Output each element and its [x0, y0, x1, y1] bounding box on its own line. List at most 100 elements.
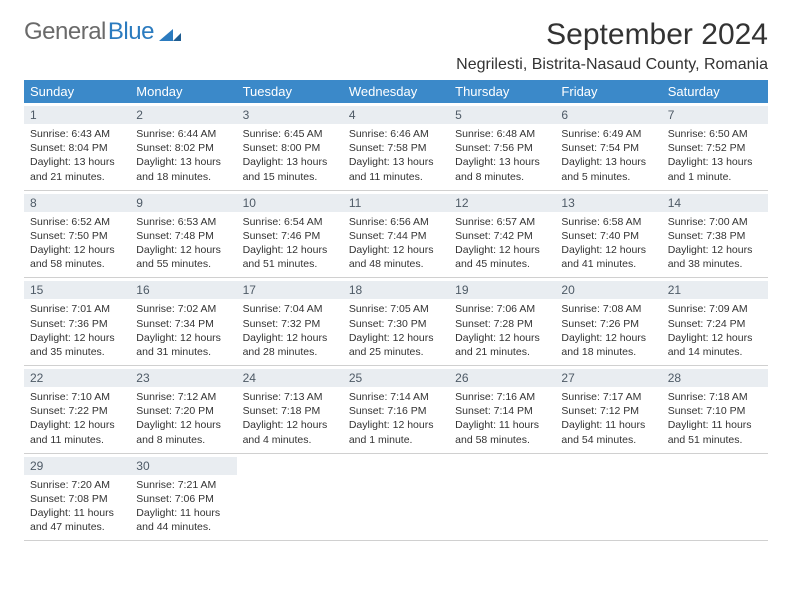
- day-info-line: Daylight: 13 hours: [30, 155, 124, 169]
- day-cell: 25Sunrise: 7:14 AMSunset: 7:16 PMDayligh…: [343, 366, 449, 453]
- day-info-line: and 47 minutes.: [30, 520, 124, 534]
- day-number: 4: [343, 106, 449, 124]
- day-info-line: Daylight: 12 hours: [561, 243, 655, 257]
- empty-day-cell: [662, 454, 768, 541]
- day-cell: 18Sunrise: 7:05 AMSunset: 7:30 PMDayligh…: [343, 278, 449, 365]
- day-cell: 12Sunrise: 6:57 AMSunset: 7:42 PMDayligh…: [449, 191, 555, 278]
- day-info-line: Daylight: 13 hours: [243, 155, 337, 169]
- day-number: 30: [130, 457, 236, 475]
- day-number: 8: [24, 194, 130, 212]
- day-info-line: and 41 minutes.: [561, 257, 655, 271]
- day-info-line: Daylight: 11 hours: [30, 506, 124, 520]
- day-info-line: Sunset: 8:00 PM: [243, 141, 337, 155]
- day-info-line: Sunset: 7:20 PM: [136, 404, 230, 418]
- location-text: Negrilesti, Bistrita-Nasaud County, Roma…: [24, 56, 768, 74]
- calendar: Sunday Monday Tuesday Wednesday Thursday…: [24, 80, 768, 541]
- day-info-line: Sunrise: 6:48 AM: [455, 127, 549, 141]
- weekday-label: Sunday: [24, 80, 130, 103]
- day-info-line: Sunrise: 7:01 AM: [30, 302, 124, 316]
- day-number: 26: [449, 369, 555, 387]
- day-info-line: and 11 minutes.: [30, 433, 124, 447]
- day-info-line: Sunset: 7:54 PM: [561, 141, 655, 155]
- day-info-line: Sunrise: 7:17 AM: [561, 390, 655, 404]
- day-info-line: and 31 minutes.: [136, 345, 230, 359]
- day-cell: 30Sunrise: 7:21 AMSunset: 7:06 PMDayligh…: [130, 454, 236, 541]
- day-info-line: Sunset: 7:48 PM: [136, 229, 230, 243]
- day-info-line: Daylight: 12 hours: [30, 418, 124, 432]
- day-info-line: Daylight: 12 hours: [455, 243, 549, 257]
- week-row: 15Sunrise: 7:01 AMSunset: 7:36 PMDayligh…: [24, 278, 768, 366]
- day-info-line: Daylight: 12 hours: [668, 243, 762, 257]
- day-number: 13: [555, 194, 661, 212]
- day-info-line: and 48 minutes.: [349, 257, 443, 271]
- empty-day-cell: [555, 454, 661, 541]
- day-number: 2: [130, 106, 236, 124]
- week-row: 8Sunrise: 6:52 AMSunset: 7:50 PMDaylight…: [24, 191, 768, 279]
- day-info-line: Sunset: 7:34 PM: [136, 317, 230, 331]
- day-cell: 13Sunrise: 6:58 AMSunset: 7:40 PMDayligh…: [555, 191, 661, 278]
- day-info-line: and 21 minutes.: [30, 170, 124, 184]
- day-info-line: Sunrise: 6:54 AM: [243, 215, 337, 229]
- day-info-line: Sunset: 7:14 PM: [455, 404, 549, 418]
- day-number: 19: [449, 281, 555, 299]
- day-info-line: Sunset: 7:16 PM: [349, 404, 443, 418]
- day-info-line: Daylight: 12 hours: [243, 243, 337, 257]
- day-info-line: Sunrise: 7:09 AM: [668, 302, 762, 316]
- day-info-line: Sunrise: 7:04 AM: [243, 302, 337, 316]
- day-info-line: Sunset: 7:56 PM: [455, 141, 549, 155]
- day-info-line: Daylight: 11 hours: [136, 506, 230, 520]
- day-info-line: and 11 minutes.: [349, 170, 443, 184]
- day-info-line: Daylight: 11 hours: [668, 418, 762, 432]
- logo-text-blue: Blue: [108, 18, 154, 46]
- week-row: 29Sunrise: 7:20 AMSunset: 7:08 PMDayligh…: [24, 454, 768, 542]
- day-number: 22: [24, 369, 130, 387]
- day-info-line: Sunset: 7:52 PM: [668, 141, 762, 155]
- day-info-line: Sunrise: 7:16 AM: [455, 390, 549, 404]
- day-info-line: Sunrise: 6:50 AM: [668, 127, 762, 141]
- day-info-line: and 14 minutes.: [668, 345, 762, 359]
- day-info-line: and 45 minutes.: [455, 257, 549, 271]
- logo-text-gray: General: [24, 18, 106, 46]
- day-info-line: Daylight: 12 hours: [561, 331, 655, 345]
- day-info-line: Sunrise: 7:18 AM: [668, 390, 762, 404]
- weekday-label: Tuesday: [237, 80, 343, 103]
- day-number: 23: [130, 369, 236, 387]
- header: GeneralBlue September 2024: [24, 18, 768, 52]
- day-cell: 9Sunrise: 6:53 AMSunset: 7:48 PMDaylight…: [130, 191, 236, 278]
- day-cell: 14Sunrise: 7:00 AMSunset: 7:38 PMDayligh…: [662, 191, 768, 278]
- day-cell: 3Sunrise: 6:45 AMSunset: 8:00 PMDaylight…: [237, 103, 343, 190]
- day-info-line: Sunrise: 7:05 AM: [349, 302, 443, 316]
- logo-mark-icon: [159, 23, 181, 41]
- empty-day-cell: [237, 454, 343, 541]
- day-cell: 1Sunrise: 6:43 AMSunset: 8:04 PMDaylight…: [24, 103, 130, 190]
- day-info-line: Sunrise: 6:44 AM: [136, 127, 230, 141]
- day-info-line: Sunrise: 6:45 AM: [243, 127, 337, 141]
- day-info-line: Sunrise: 6:49 AM: [561, 127, 655, 141]
- day-cell: 28Sunrise: 7:18 AMSunset: 7:10 PMDayligh…: [662, 366, 768, 453]
- day-number: 24: [237, 369, 343, 387]
- day-number: 18: [343, 281, 449, 299]
- day-info-line: and 51 minutes.: [668, 433, 762, 447]
- day-info-line: Daylight: 13 hours: [561, 155, 655, 169]
- day-info-line: and 44 minutes.: [136, 520, 230, 534]
- day-number: 29: [24, 457, 130, 475]
- day-info-line: Sunrise: 7:02 AM: [136, 302, 230, 316]
- empty-day-cell: [343, 454, 449, 541]
- day-info-line: and 38 minutes.: [668, 257, 762, 271]
- day-info-line: Daylight: 13 hours: [455, 155, 549, 169]
- day-cell: 27Sunrise: 7:17 AMSunset: 7:12 PMDayligh…: [555, 366, 661, 453]
- day-cell: 24Sunrise: 7:13 AMSunset: 7:18 PMDayligh…: [237, 366, 343, 453]
- day-cell: 15Sunrise: 7:01 AMSunset: 7:36 PMDayligh…: [24, 278, 130, 365]
- day-number: 15: [24, 281, 130, 299]
- day-number: 11: [343, 194, 449, 212]
- day-info-line: Daylight: 12 hours: [349, 418, 443, 432]
- day-number: 5: [449, 106, 555, 124]
- month-title: September 2024: [546, 18, 768, 52]
- day-info-line: and 35 minutes.: [30, 345, 124, 359]
- day-info-line: and 54 minutes.: [561, 433, 655, 447]
- day-cell: 7Sunrise: 6:50 AMSunset: 7:52 PMDaylight…: [662, 103, 768, 190]
- day-info-line: Sunrise: 6:58 AM: [561, 215, 655, 229]
- day-info-line: Sunset: 7:26 PM: [561, 317, 655, 331]
- day-info-line: Sunset: 7:18 PM: [243, 404, 337, 418]
- day-number: 1: [24, 106, 130, 124]
